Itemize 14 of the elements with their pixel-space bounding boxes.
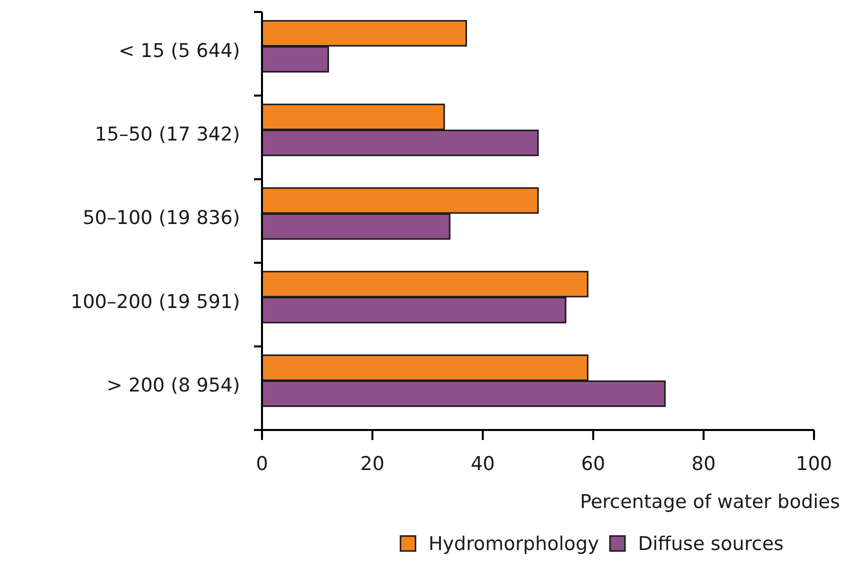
x-tick-label: 0: [256, 453, 268, 475]
y-tick-label: 50–100 (19 836): [82, 207, 240, 230]
x-tick-label: 60: [581, 453, 606, 475]
x-tick-label: 100: [796, 453, 832, 475]
legend-label: Hydromorphology: [428, 533, 599, 555]
x-tick-label: 40: [470, 453, 495, 475]
x-tick-label: 20: [360, 453, 384, 475]
y-tick-label: 15–50 (17 342): [94, 124, 240, 146]
y-tick-label: > 200 (8 954): [106, 374, 240, 396]
legend-label: Diffuse sources: [638, 533, 784, 555]
x-axis-title: Percentage of water bodies: [580, 491, 840, 513]
y-tick-label: 100–200 (19 591): [70, 290, 240, 313]
y-tick-label: < 15 (5 644): [118, 40, 240, 62]
x-tick-label: 80: [692, 453, 716, 475]
